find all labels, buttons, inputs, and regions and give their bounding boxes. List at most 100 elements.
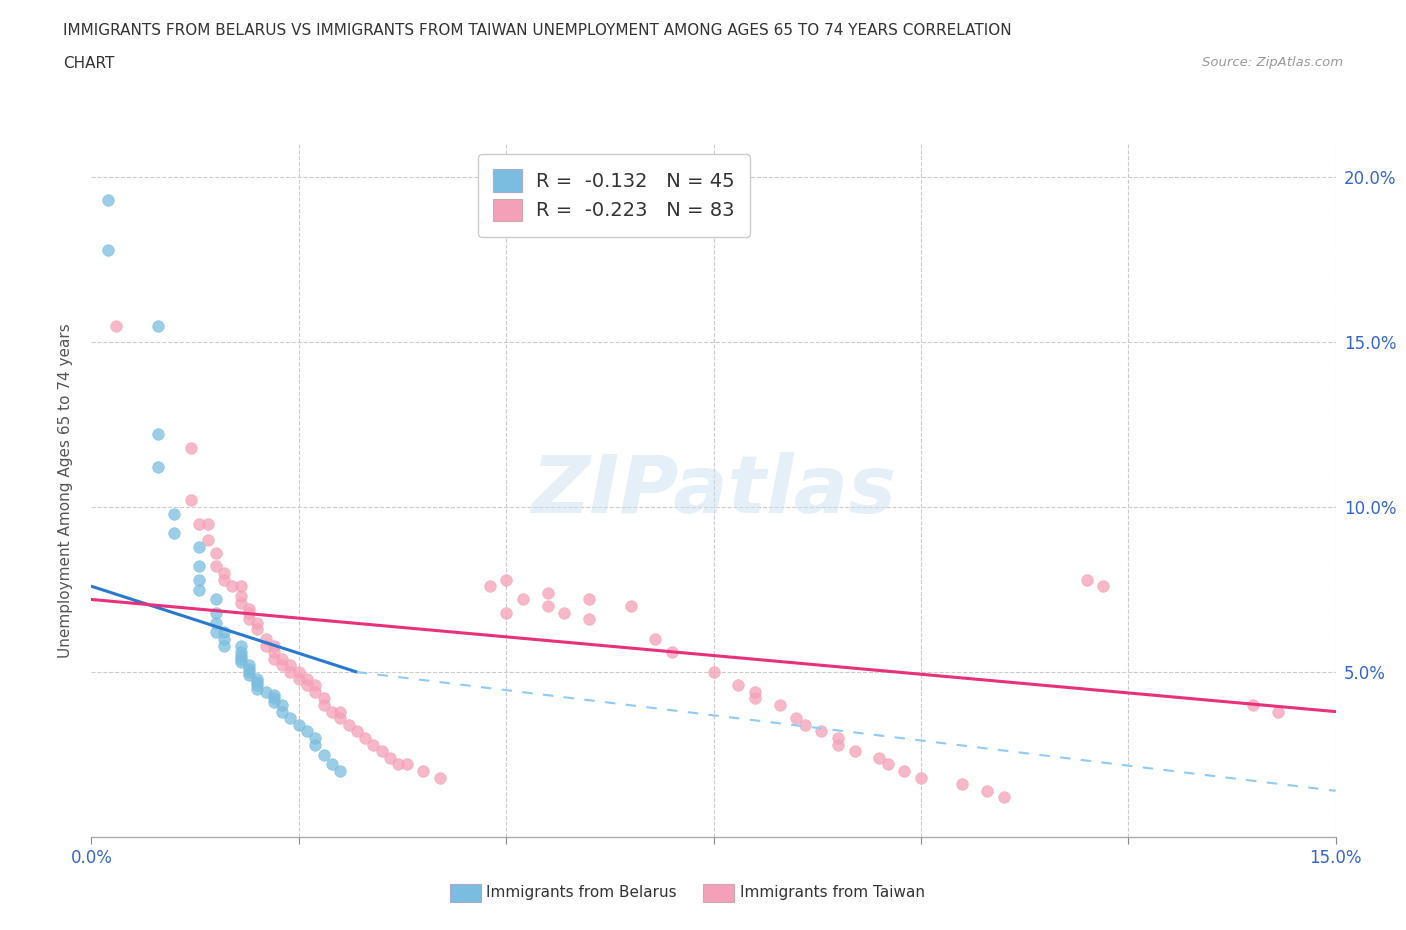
- Point: [254, 638, 277, 653]
- Point: [205, 592, 228, 607]
- Point: [229, 644, 252, 659]
- Point: [661, 644, 683, 659]
- Point: [321, 704, 343, 719]
- Point: [229, 655, 252, 670]
- Point: [619, 599, 641, 614]
- Point: [876, 757, 898, 772]
- Point: [785, 711, 807, 725]
- Point: [263, 638, 285, 653]
- Point: [536, 585, 558, 600]
- Point: [271, 658, 294, 673]
- Point: [844, 744, 866, 759]
- Point: [188, 516, 211, 531]
- Point: [280, 665, 302, 680]
- Point: [229, 589, 252, 604]
- Point: [387, 757, 409, 772]
- Point: [238, 602, 260, 617]
- Point: [702, 665, 725, 680]
- Point: [312, 691, 335, 706]
- Text: IMMIGRANTS FROM BELARUS VS IMMIGRANTS FROM TAIWAN UNEMPLOYMENT AMONG AGES 65 TO : IMMIGRANTS FROM BELARUS VS IMMIGRANTS FR…: [63, 23, 1012, 38]
- Point: [578, 592, 600, 607]
- Point: [246, 674, 269, 689]
- Point: [644, 631, 666, 646]
- Point: [246, 681, 269, 696]
- Point: [495, 572, 517, 587]
- Point: [163, 506, 186, 521]
- Point: [254, 684, 277, 699]
- Text: Immigrants from Belarus: Immigrants from Belarus: [486, 885, 678, 900]
- Point: [212, 625, 235, 640]
- Point: [827, 737, 849, 752]
- Point: [212, 631, 235, 646]
- Point: [229, 578, 252, 593]
- Point: [271, 704, 294, 719]
- Point: [105, 318, 128, 333]
- Point: [1267, 704, 1289, 719]
- Point: [221, 578, 243, 593]
- Point: [263, 644, 285, 659]
- Text: ZIPatlas: ZIPatlas: [531, 452, 896, 529]
- Point: [869, 751, 891, 765]
- Point: [263, 695, 285, 710]
- Point: [950, 777, 973, 791]
- Point: [744, 684, 766, 699]
- Point: [495, 605, 517, 620]
- Point: [827, 731, 849, 746]
- Point: [727, 678, 749, 693]
- Point: [229, 648, 252, 663]
- Point: [287, 671, 309, 686]
- Point: [246, 678, 269, 693]
- Point: [246, 671, 269, 686]
- Point: [197, 516, 219, 531]
- Point: [976, 783, 998, 798]
- Point: [238, 658, 260, 673]
- Point: [295, 678, 318, 693]
- Point: [329, 764, 352, 778]
- Point: [188, 582, 211, 597]
- Point: [188, 559, 211, 574]
- Point: [246, 615, 269, 630]
- Point: [180, 440, 202, 455]
- Point: [188, 572, 211, 587]
- Point: [205, 605, 228, 620]
- Point: [229, 595, 252, 610]
- Point: [993, 790, 1015, 804]
- Point: [793, 717, 815, 732]
- Point: [295, 671, 318, 686]
- Text: CHART: CHART: [63, 56, 115, 71]
- Point: [910, 770, 932, 785]
- Point: [346, 724, 368, 738]
- Point: [146, 427, 169, 442]
- Legend: R =  -0.132   N = 45, R =  -0.223   N = 83: R = -0.132 N = 45, R = -0.223 N = 83: [478, 153, 751, 237]
- Point: [271, 651, 294, 666]
- Point: [1092, 578, 1115, 593]
- Point: [271, 698, 294, 712]
- Point: [304, 731, 326, 746]
- Point: [246, 622, 269, 637]
- Point: [238, 665, 260, 680]
- Point: [205, 615, 228, 630]
- Point: [97, 193, 120, 207]
- Point: [295, 724, 318, 738]
- Point: [146, 460, 169, 475]
- Point: [263, 691, 285, 706]
- Point: [1076, 572, 1098, 587]
- Point: [312, 747, 335, 762]
- Point: [512, 592, 534, 607]
- Point: [354, 731, 377, 746]
- Point: [97, 243, 120, 258]
- Point: [578, 612, 600, 627]
- Point: [205, 559, 228, 574]
- Point: [238, 605, 260, 620]
- Point: [287, 665, 309, 680]
- Point: [304, 678, 326, 693]
- Point: [212, 572, 235, 587]
- Point: [810, 724, 832, 738]
- Point: [163, 526, 186, 541]
- Point: [744, 691, 766, 706]
- Point: [238, 668, 260, 683]
- Point: [229, 651, 252, 666]
- Point: [229, 638, 252, 653]
- Point: [238, 661, 260, 676]
- Point: [188, 539, 211, 554]
